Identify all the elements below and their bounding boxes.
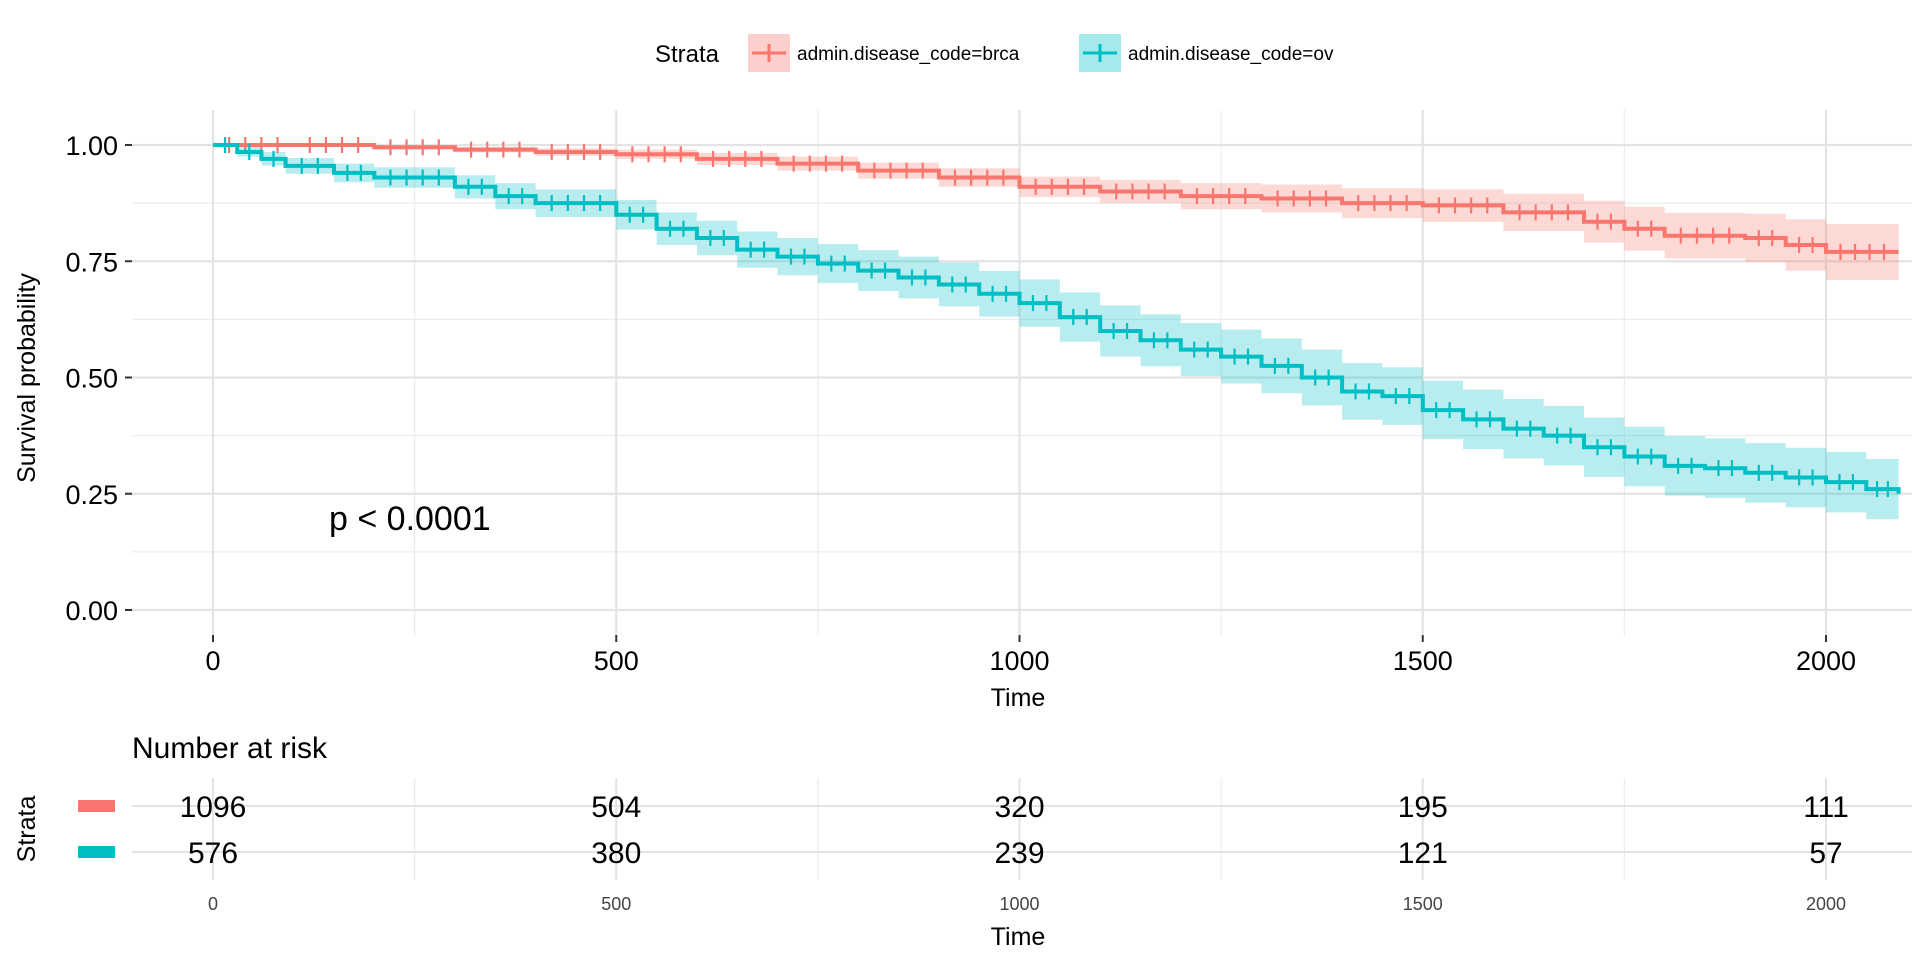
risk-count-cell: 121: [1398, 837, 1448, 870]
risk-count-cell: 239: [994, 837, 1044, 870]
risk-count-cell: 57: [1809, 837, 1842, 870]
x-tick-label: 1500: [1393, 646, 1453, 676]
plot-series: [213, 137, 1901, 524]
x-tick-label: 2000: [1796, 646, 1856, 676]
confidence-band-1: [213, 145, 1899, 524]
risk-x-tick-label: 1000: [999, 894, 1039, 914]
risk-count-cell: 195: [1398, 791, 1448, 824]
risk-table-x-title: Time: [991, 923, 1046, 951]
risk-x-tick-label: 0: [208, 894, 218, 914]
risk-count-cell: 504: [591, 791, 641, 824]
risk-table-grid: [132, 778, 1912, 880]
plot-grid: [132, 110, 1912, 635]
x-tick-label: 1000: [989, 646, 1049, 676]
survival-curve-0: [213, 143, 1899, 254]
risk-count-cell: 576: [188, 837, 238, 870]
p-value-annotation: p < 0.0001: [329, 500, 491, 538]
x-tick-label: 0: [205, 646, 220, 676]
risk-x-tick-label: 1500: [1403, 894, 1443, 914]
y-tick-label: 0.00: [65, 596, 118, 626]
y-axis-title: Survival probability: [13, 273, 41, 483]
plot-axes: 0.00 0.25 0.50 0.75 1.00 0 500 1000 1500 2000: [65, 131, 1856, 676]
y-tick-label: 0.25: [65, 480, 118, 510]
legend: Strata admin.disease_code=brca admin.dis…: [655, 34, 1334, 72]
risk-row-key-1: [78, 846, 115, 858]
y-tick-label: 0.50: [65, 364, 118, 394]
risk-x-tick-label: 500: [601, 894, 631, 914]
risk-count-cell: 111: [1803, 791, 1849, 824]
risk-table-title: Number at risk: [132, 732, 328, 765]
x-axis-title: Time: [991, 684, 1046, 712]
legend-label-ov: admin.disease_code=ov: [1128, 44, 1334, 65]
risk-count-cell: 320: [994, 791, 1044, 824]
y-tick-label: 1.00: [65, 131, 118, 161]
y-tick-label: 0.75: [65, 247, 118, 277]
risk-count-cell: 1096: [180, 791, 247, 824]
risk-table-y-title: Strata: [13, 796, 41, 863]
risk-table-cells: 1096 504 320 195 111 576 380 239 121 57 0 500 1000 15…: [78, 791, 1849, 914]
risk-row-key-0: [78, 800, 115, 812]
x-tick-label: 500: [594, 646, 639, 676]
risk-x-tick-label: 2000: [1806, 894, 1846, 914]
risk-count-cell: 380: [591, 837, 641, 870]
legend-label-brca: admin.disease_code=brca: [797, 44, 1020, 65]
legend-title: Strata: [655, 41, 720, 68]
